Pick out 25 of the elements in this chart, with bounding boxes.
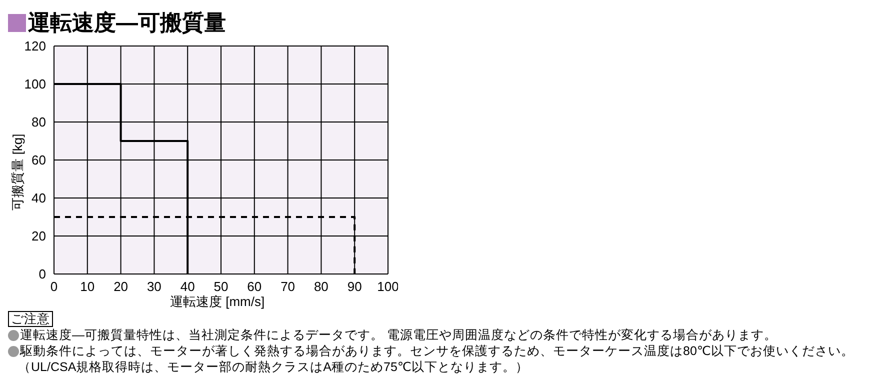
chart-title: 運転速度—可搬質量 <box>28 9 226 37</box>
text: （UL/CSA規格取得時は、モーター部の耐熱クラスはA種のため75℃以下となります。） <box>17 359 530 375</box>
y-tick-label: 100 <box>24 76 46 92</box>
x-tick-label: 10 <box>80 279 95 294</box>
x-tick-label: 40 <box>180 279 195 294</box>
y-axis-title: 可搬質量 [kg] <box>9 132 26 212</box>
x-tick-label: 70 <box>280 279 296 294</box>
y-tick-label: 40 <box>32 190 46 206</box>
y-tick-label: 80 <box>32 114 46 130</box>
text: 運転速度—可搬質量特性は、当社測定条件によるデータです。 電源電圧や周囲温度などの条件で特性が変化する場合があります。 <box>20 327 777 343</box>
x-tick-label: 100 <box>377 279 399 294</box>
text: 駆動条件によっては、モーターが著しく発熱する場合があります。センサを保護するため、モーターケース温度は80℃以下でお使いください。 <box>20 343 854 359</box>
text: ご注意 <box>8 311 53 327</box>
y-tick-label: 0 <box>38 266 46 282</box>
y-tick-label: 20 <box>32 228 46 244</box>
x-tick-label: 30 <box>146 279 162 294</box>
y-tick-label: 60 <box>32 152 46 168</box>
x-tick-label: 80 <box>314 279 328 294</box>
y-tick-label: 120 <box>24 38 46 54</box>
x-tick-label: 90 <box>347 279 362 294</box>
x-tick-label: 0 <box>50 279 58 294</box>
x-tick-label: 50 <box>214 279 228 294</box>
x-tick-label: 60 <box>247 279 262 294</box>
x-axis-title: 運転速度 [mm/s] <box>170 293 265 311</box>
x-tick-label: 20 <box>114 279 128 294</box>
